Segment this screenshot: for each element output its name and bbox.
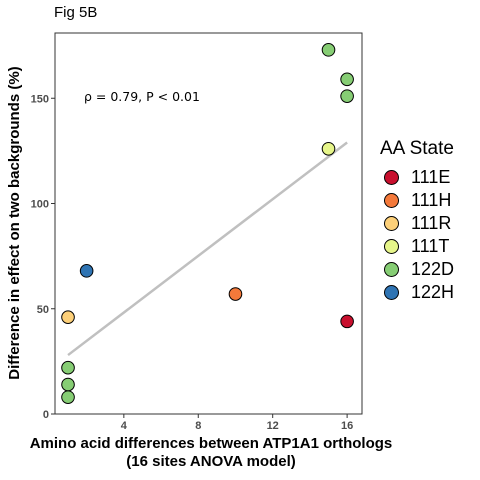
data-point-122D [340, 89, 354, 103]
x-axis-title-line2: (16 sites ANOVA model) [126, 453, 295, 470]
legend-label: 122D [411, 259, 455, 279]
data-point-111E [340, 314, 354, 329]
data-point-122D [61, 360, 75, 375]
data-point-122D [340, 72, 354, 87]
x-tick-label: 8 [195, 420, 201, 432]
y-axis-title: Difference in effect on two backgrounds … [6, 66, 23, 379]
y-axis: 0 50 100 150 [31, 93, 55, 421]
regression-line [67, 141, 348, 357]
x-tick-label: 12 [267, 420, 279, 432]
figure-label: Fig 5B [54, 4, 98, 21]
y-tick-label: 0 [43, 409, 49, 421]
data-point-122D [321, 43, 336, 57]
x-axis-title-line1: Amino acid differences between ATP1A1 or… [30, 435, 393, 452]
legend-label: 111T [411, 236, 450, 256]
legend-label: 122H [411, 282, 455, 302]
legend-items: 111E 111H 111R 111T 122D 122H [380, 166, 454, 304]
data-point-122D [61, 390, 75, 404]
correlation-annotation: ρ = 0.79, P < 0.01 [84, 89, 200, 104]
y-tick-label: 150 [31, 93, 49, 105]
legend-label: 111H [411, 190, 452, 210]
data-point-111T [321, 141, 336, 156]
legend-item-122H: 122H [380, 281, 454, 304]
data-point-122D [61, 377, 75, 392]
x-tick-label: 16 [341, 420, 353, 432]
legend-item-122D: 122D [380, 258, 454, 281]
legend-key [384, 239, 399, 254]
legend-label: 111E [411, 167, 451, 187]
legend-item-111T: 111T [380, 235, 454, 258]
data-points [61, 43, 354, 404]
legend-item-111E: 111E [380, 166, 454, 189]
legend-item-111H: 111H [380, 189, 454, 212]
legend-key [384, 262, 399, 277]
legend-key [384, 216, 399, 231]
legend-item-111R: 111R [380, 212, 454, 235]
data-point-122H [79, 264, 94, 278]
data-point-111R [61, 310, 75, 324]
y-tick-label: 100 [31, 199, 49, 211]
data-point-111H [228, 287, 243, 301]
x-axis: 4 8 12 16 [121, 414, 353, 432]
legend-key [384, 285, 399, 300]
legend-key [384, 170, 399, 185]
legend-key [384, 193, 399, 208]
legend-title: AA State [380, 138, 454, 159]
legend: AA State 111E 111H 111R 111T 122D 122H [380, 138, 454, 304]
plot-panel [54, 32, 363, 415]
x-tick-label: 4 [121, 420, 128, 432]
y-tick-label: 50 [37, 304, 49, 316]
legend-label: 111R [411, 213, 452, 233]
